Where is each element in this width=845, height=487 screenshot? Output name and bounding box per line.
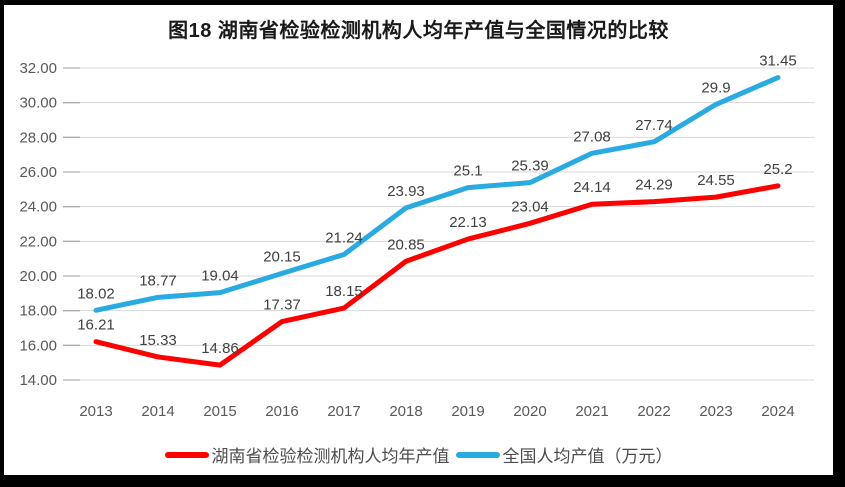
- y-axis-label: 28.00: [19, 129, 57, 146]
- data-label: 25.2: [763, 161, 792, 178]
- legend-swatch-blue-line: [455, 451, 500, 458]
- data-label: 31.45: [759, 53, 797, 70]
- x-axis-label: 2022: [637, 403, 670, 420]
- x-axis-label: 2024: [761, 403, 794, 420]
- data-label: 23.93: [387, 183, 425, 200]
- y-axis-label: 20.00: [19, 268, 57, 285]
- data-label: 24.14: [573, 179, 611, 196]
- data-label: 14.86: [201, 340, 239, 357]
- x-axis-label: 2019: [451, 403, 484, 420]
- data-label: 25.1: [453, 163, 482, 180]
- y-axis-label: 24.00: [19, 199, 57, 216]
- data-label: 24.55: [697, 172, 735, 189]
- legend-item-national: 全国人均产值（万元）: [455, 442, 673, 467]
- data-label: 21.24: [325, 230, 363, 247]
- x-axis-label: 2021: [575, 403, 608, 420]
- chart-title: 图18 湖南省检验检测机构人均年产值与全国情况的比较: [168, 20, 669, 42]
- x-axis-label: 2016: [265, 403, 298, 420]
- data-label: 18.77: [139, 272, 177, 289]
- y-axis-label: 18.00: [19, 303, 57, 320]
- x-axis-label: 2023: [699, 403, 732, 420]
- data-label: 17.37: [263, 297, 301, 314]
- x-axis-label: 2018: [389, 403, 422, 420]
- data-label: 22.13: [449, 214, 487, 231]
- y-axis-label: 26.00: [19, 164, 57, 181]
- data-label: 27.08: [573, 128, 611, 145]
- legend-swatch-red-line: [164, 451, 209, 458]
- y-axis-label: 14.00: [19, 372, 57, 389]
- legend: 湖南省检验检测机构人均年产值 全国人均产值（万元）: [4, 442, 833, 467]
- data-label: 18.02: [77, 285, 115, 302]
- data-label: 25.39: [511, 158, 549, 175]
- data-label: 15.33: [139, 332, 177, 349]
- legend-item-hunan: 湖南省检验检测机构人均年产值: [164, 442, 450, 467]
- data-label: 29.9: [701, 79, 730, 96]
- series-line-0: [93, 183, 781, 368]
- data-label: 23.04: [511, 198, 549, 215]
- x-axis-label: 2015: [203, 403, 236, 420]
- data-label: 24.29: [635, 177, 673, 194]
- data-label: 20.15: [263, 248, 301, 265]
- legend-label-national: 全国人均产值（万元）: [502, 447, 673, 466]
- plot-area: 32.00 30.00 28.00 26.00 24.00 22.00 20.00 18.00…: [19, 53, 814, 420]
- x-axis-label: 2020: [513, 403, 546, 420]
- data-label: 18.15: [325, 283, 363, 300]
- y-axis-label: 32.00: [19, 60, 57, 77]
- series-line-1: [93, 75, 781, 313]
- x-axis-label: 2017: [327, 403, 360, 420]
- x-axis-label: 2013: [79, 403, 112, 420]
- y-axis-label: 30.00: [19, 95, 57, 112]
- y-axis-label: 22.00: [19, 233, 57, 250]
- x-axis-label: 2014: [141, 403, 174, 420]
- data-label: 20.85: [387, 236, 425, 253]
- y-axis-label: 16.00: [19, 337, 57, 354]
- legend-label-hunan: 湖南省检验检测机构人均年产值: [211, 447, 450, 466]
- data-label: 19.04: [201, 268, 239, 285]
- data-label: 16.21: [77, 317, 115, 334]
- data-label: 27.74: [635, 117, 673, 134]
